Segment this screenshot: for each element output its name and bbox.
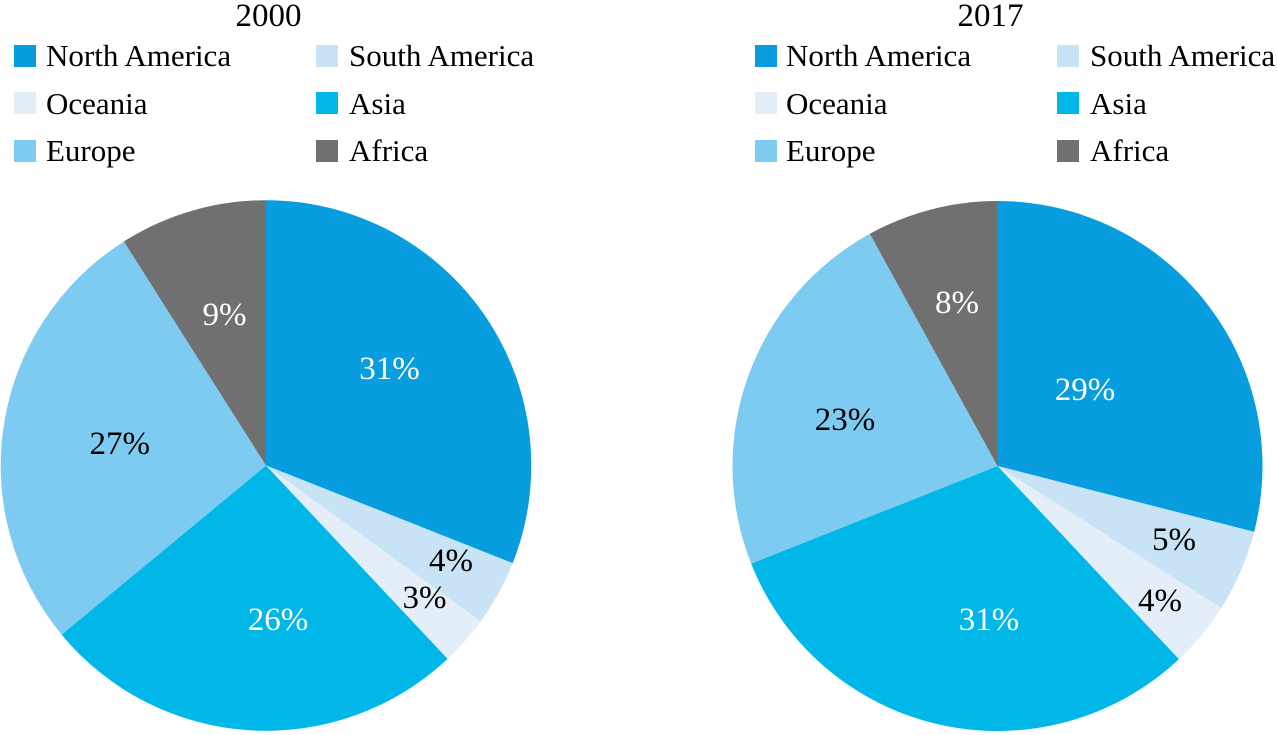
- svg-text:9%: 9%: [203, 297, 247, 333]
- svg-text:4%: 4%: [429, 543, 473, 579]
- svg-text:3%: 3%: [403, 580, 447, 616]
- svg-text:29%: 29%: [1055, 372, 1116, 408]
- svg-text:26%: 26%: [248, 602, 309, 638]
- svg-text:31%: 31%: [359, 351, 420, 387]
- svg-text:23%: 23%: [815, 402, 876, 438]
- svg-text:8%: 8%: [935, 285, 979, 321]
- svg-text:27%: 27%: [90, 426, 151, 462]
- svg-text:4%: 4%: [1138, 583, 1182, 619]
- svg-text:31%: 31%: [959, 602, 1020, 638]
- svg-text:5%: 5%: [1152, 522, 1196, 558]
